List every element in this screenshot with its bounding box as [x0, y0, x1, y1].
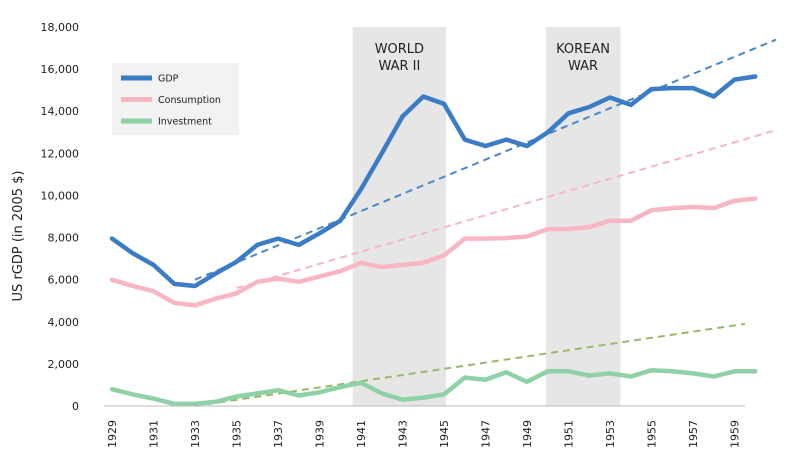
trend-lines	[194, 38, 777, 407]
shaded-periods: WORLD WAR II KOREAN WAR	[352, 27, 621, 406]
shaded-period-label: KOREAN	[556, 42, 610, 57]
x-tick-label: 1937	[272, 420, 285, 448]
y-tick-label: 6,000	[48, 274, 80, 287]
y-tick-label: 16,000	[41, 63, 80, 76]
x-tick-label: 1933	[189, 420, 202, 448]
legend-label-investment: Investment	[158, 117, 212, 128]
y-tick-label: 2,000	[48, 358, 80, 371]
x-tick-label: 1945	[438, 420, 451, 448]
legend-label-gdp: GDP	[158, 74, 179, 85]
series-lines	[109, 74, 758, 407]
trend-line-investment	[194, 322, 746, 407]
series-line-investment	[109, 367, 758, 407]
x-tick-label: 1953	[604, 420, 617, 448]
y-tick-label: 18,000	[41, 21, 80, 34]
series-line-gdp	[109, 74, 758, 289]
shaded-period-2	[545, 27, 621, 406]
y-tick-label: 8,000	[48, 232, 80, 245]
shaded-period-1	[352, 27, 447, 406]
series-line-consumption	[109, 196, 758, 308]
x-tick-label: 1935	[231, 420, 244, 448]
x-tick-label: 1955	[646, 420, 659, 448]
trend-line-consumption	[236, 129, 777, 290]
x-tick-label: 1939	[314, 420, 327, 448]
x-tick-label: 1947	[480, 420, 493, 448]
x-tick-label: 1929	[106, 420, 119, 448]
y-tick-label: 0	[72, 400, 79, 413]
trend-line-gdp	[194, 38, 777, 281]
x-tick-label: 1959	[729, 420, 742, 448]
y-tick-labels: 0 2,000 4,000 6,000 8,000 10,000 12,000 14,000 1…	[41, 21, 80, 413]
shaded-period-label: WORLD	[375, 42, 424, 57]
y-tick-label: 4,000	[48, 316, 80, 329]
x-tick-label: 1943	[397, 420, 410, 448]
shaded-period-label: WAR	[568, 59, 598, 74]
x-tick-label: 1949	[521, 420, 534, 448]
y-tick-label: 10,000	[41, 189, 80, 202]
legend: GDP Consumption Investment	[112, 63, 239, 135]
y-tick-label: 14,000	[41, 105, 80, 118]
y-tick-label: 12,000	[41, 147, 80, 160]
x-tick-labels: 1929 1931 1933 1935 1937 1939 1941 1943 1945 1947…	[106, 420, 742, 448]
x-tick-label: 1931	[148, 420, 161, 448]
legend-label-consumption: Consumption	[158, 95, 221, 106]
shaded-period-label: WAR II	[378, 59, 420, 74]
x-tick-label: 1941	[355, 420, 368, 448]
x-tick-label: 1951	[563, 420, 576, 448]
x-tick-label: 1957	[687, 420, 700, 448]
y-axis-label: US rGDP (in 2005 $)	[11, 171, 26, 302]
